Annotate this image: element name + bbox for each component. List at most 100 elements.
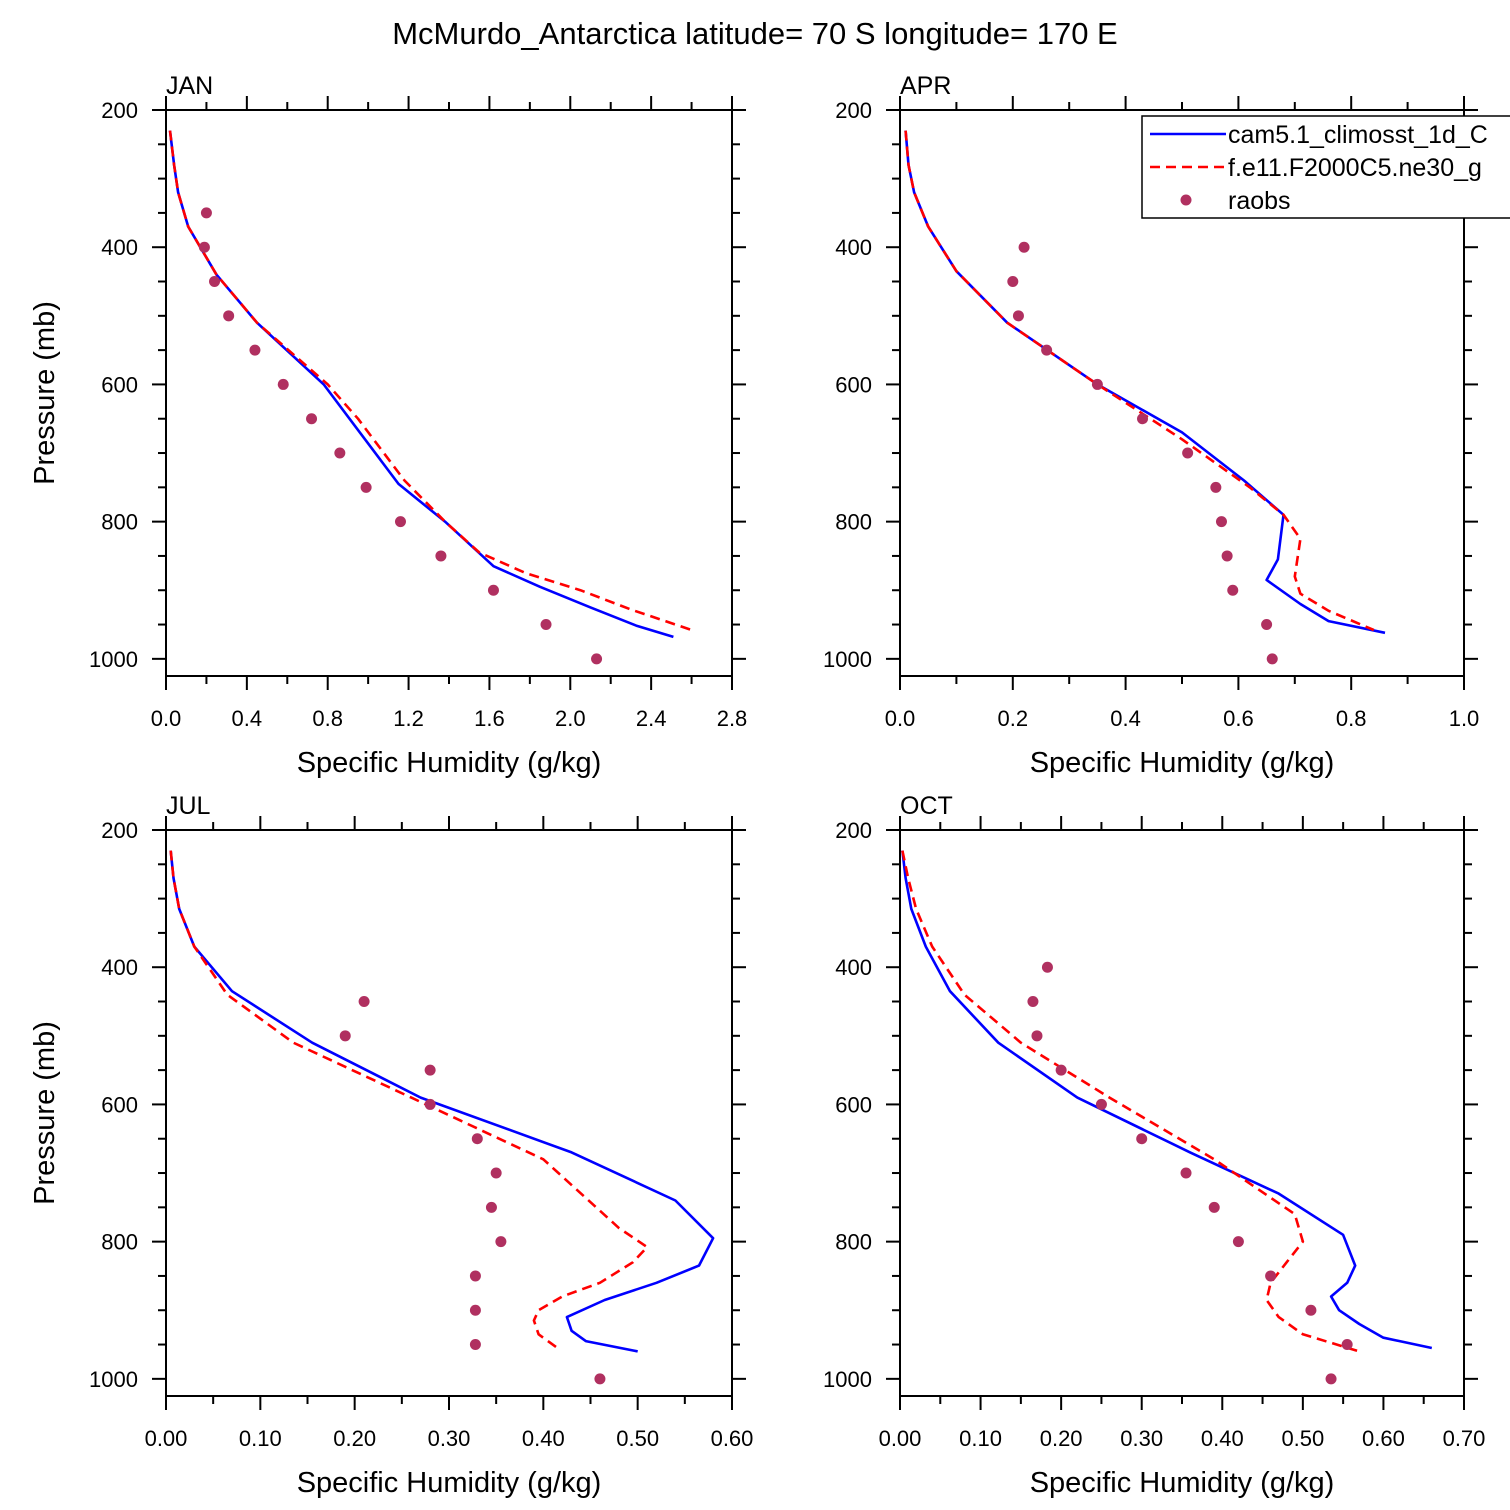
f-e11-series-line [904, 130, 1375, 632]
y-tick-label: 400 [835, 235, 872, 260]
raobs-point [435, 550, 447, 562]
x-axis-label: Specific Humidity (g/kg) [1030, 1467, 1335, 1499]
x-tick-label: 0.8 [312, 706, 343, 731]
cam5-series-line [169, 850, 715, 1353]
f-e11-series-line [901, 850, 1360, 1353]
raobs-point [277, 378, 289, 390]
panel-jan: JAN 0.0 0.4 0.8 1.2 1.6 2.0 2.4 2.8 200 400 600 800 1… [29, 72, 747, 779]
raobs-point [591, 653, 603, 665]
raobs-point [1041, 961, 1053, 973]
panel-label: OCT [900, 792, 953, 820]
x-tick-label: 0.4 [1110, 706, 1141, 731]
data-area [904, 130, 1386, 665]
x-tick-label: 0.0 [885, 706, 916, 731]
y-tick-label: 800 [101, 1230, 138, 1255]
raobs-point [1261, 619, 1273, 631]
legend-label: f.e11.F2000C5.ne30_g [1228, 154, 1482, 182]
raobs-point [1265, 1270, 1277, 1282]
y-tick-label: 600 [835, 372, 872, 397]
y-tick-label: 600 [835, 1092, 872, 1117]
raobs-point [1055, 1064, 1067, 1076]
y-tick-label: 600 [101, 1092, 138, 1117]
x-tick-label: 0.8 [1336, 706, 1367, 731]
y-tick-label: 200 [101, 818, 138, 843]
x-tick-label: 0.30 [428, 1426, 471, 1451]
x-tick-label: 0.40 [1201, 1426, 1244, 1451]
raobs-point [1210, 481, 1222, 493]
raobs-point [198, 241, 210, 253]
raobs-point [1095, 1098, 1107, 1110]
plot-frame [165, 109, 733, 677]
x-axis-label: Specific Humidity (g/kg) [1030, 747, 1335, 779]
raobs-point [487, 584, 499, 596]
f-e11-series-line [168, 130, 693, 632]
x-tick-label: 1.0 [1449, 706, 1480, 731]
x-tick-label: 0.00 [145, 1426, 188, 1451]
y-tick-label: 200 [101, 98, 138, 123]
x-tick-label: 0.70 [1443, 1426, 1486, 1451]
raobs-point [469, 1339, 481, 1351]
x-tick-label: 2.4 [636, 706, 667, 731]
x-tick-label: 0.0 [151, 706, 182, 731]
raobs-point [339, 1030, 351, 1042]
raobs-point [1027, 996, 1039, 1008]
raobs-point [1325, 1373, 1337, 1385]
raobs-point [1305, 1304, 1317, 1316]
x-tick-label: 2.0 [555, 706, 586, 731]
x-tick-label: 0.60 [711, 1426, 754, 1451]
raobs-point [1007, 276, 1019, 288]
panel-label: JAN [166, 72, 213, 100]
panel-apr: APR 0.0 0.2 0.4 0.6 0.8 1.0 200 400 600 800 1000 Spe… [823, 72, 1479, 779]
raobs-point [394, 516, 406, 528]
y-tick-label: 800 [835, 510, 872, 535]
raobs-point [495, 1236, 507, 1248]
x-tick-label: 0.40 [522, 1426, 565, 1451]
raobs-point [249, 344, 261, 356]
x-tick-label: 0.30 [1120, 1426, 1163, 1451]
raobs-point [485, 1201, 497, 1213]
x-tick-label: 0.00 [879, 1426, 922, 1451]
y-tick-label: 1000 [89, 1367, 138, 1392]
panel-label: APR [900, 72, 951, 100]
raobs-point [334, 447, 346, 459]
raobs-point [469, 1304, 481, 1316]
y-axis-label: Pressure (mb) [29, 301, 61, 485]
raobs-point [209, 276, 221, 288]
f-e11-series-line [169, 850, 649, 1350]
x-axis-label: Specific Humidity (g/kg) [297, 747, 602, 779]
x-tick-label: 1.2 [393, 706, 424, 731]
raobs-point [490, 1167, 502, 1179]
x-tick-label: 0.4 [232, 706, 263, 731]
legend-label: cam5.1_climosst_1d_C [1228, 121, 1488, 149]
data-area [168, 130, 693, 665]
cam5-series-line [168, 130, 674, 639]
raobs-point [1137, 413, 1149, 425]
y-tick-label: 400 [101, 955, 138, 980]
y-tick-label: 400 [835, 955, 872, 980]
raobs-point [1232, 1236, 1244, 1248]
x-tick-label: 2.8 [717, 706, 748, 731]
x-tick-label: 0.6 [1223, 706, 1254, 731]
y-tick-label: 600 [101, 372, 138, 397]
x-tick-label: 0.2 [998, 706, 1029, 731]
raobs-point [358, 996, 370, 1008]
raobs-point [1180, 1167, 1192, 1179]
figure-title: McMurdo_Antarctica latitude= 70 S longit… [392, 16, 1118, 51]
legend-marker-raobs [1180, 194, 1192, 206]
raobs-point [424, 1098, 436, 1110]
panel-jul: JUL 0.00 0.10 0.20 0.30 0.40 0.50 0.60 200 400 600… [29, 792, 753, 1499]
raobs-point [1221, 550, 1233, 562]
y-tick-label: 200 [835, 98, 872, 123]
legend: cam5.1_climosst_1d_C f.e11.F2000C5.ne30_g… [1141, 115, 1510, 219]
raobs-point [1091, 378, 1103, 390]
plot-frame [899, 829, 1465, 1397]
raobs-point [424, 1064, 436, 1076]
data-area [169, 850, 715, 1385]
raobs-point [1041, 344, 1053, 356]
raobs-point [471, 1133, 483, 1145]
x-tick-label: 0.60 [1362, 1426, 1405, 1451]
y-tick-label: 800 [835, 1230, 872, 1255]
raobs-point [1215, 516, 1227, 528]
raobs-point [1018, 241, 1030, 253]
